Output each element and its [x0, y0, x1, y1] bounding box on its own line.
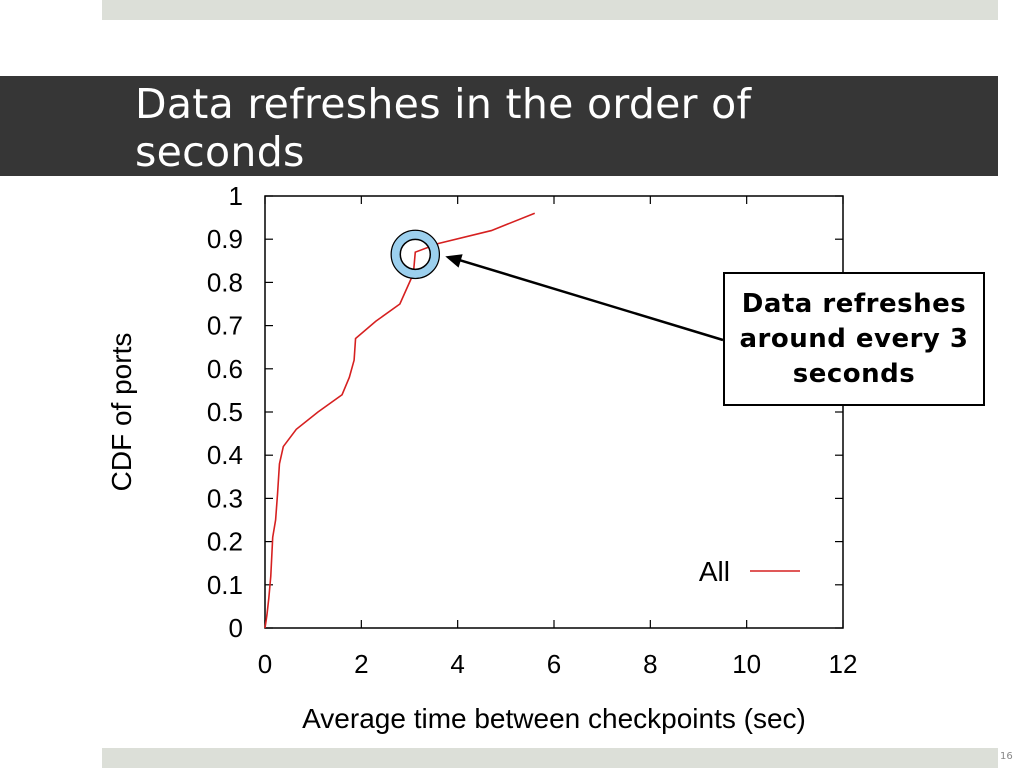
callout-arrow	[454, 257, 724, 342]
x-tick-label: 12	[829, 649, 858, 679]
callout-box: Data refreshes around every 3 seconds	[723, 272, 985, 406]
series-line-all	[264, 212, 536, 629]
y-tick-labels: 0 0.1 0.2 0.3 0.4 0.5 0.6 0.7 0.8 0.9 1	[207, 181, 243, 643]
top-decorative-band	[102, 0, 998, 20]
x-tick-label: 8	[643, 649, 657, 679]
plot-frame	[264, 195, 844, 629]
y-tick-label: 0.2	[207, 527, 243, 557]
highlight-circle-inner	[399, 238, 432, 271]
bottom-decorative-band	[102, 748, 998, 768]
legend-label-all: All	[699, 556, 730, 587]
x-tick-label: 4	[450, 649, 464, 679]
y-tick-label: 0.4	[207, 440, 243, 470]
x-tick-label: 10	[732, 649, 761, 679]
x-tick-label: 2	[354, 649, 368, 679]
x-tick-label: 6	[547, 649, 561, 679]
highlight-circle	[390, 229, 441, 280]
page-number: 16	[1000, 751, 1013, 762]
callout-text: Data refreshes around every 3 seconds	[739, 288, 969, 389]
y-tick-label: 0	[229, 613, 243, 643]
y-tick-label: 0.1	[207, 570, 243, 600]
x-tick-labels: 0 2 4 6 8 10 12	[258, 649, 858, 679]
y-axis-title: CDF of ports	[106, 333, 137, 492]
y-tick-label: 0.8	[207, 267, 243, 297]
slide-title: Data refreshes in the order of seconds	[135, 80, 752, 176]
y-tick-label: 0.5	[207, 397, 243, 427]
x-axis-title: Average time between checkpoints (sec)	[302, 703, 806, 734]
highlight-circle-fill	[391, 230, 439, 278]
y-tick-label: 0.3	[207, 483, 243, 513]
y-tick-label: 0.6	[207, 354, 243, 384]
y-tick-label: 0.7	[207, 311, 243, 341]
title-bar	[0, 76, 998, 176]
y-tick-label: 1	[229, 181, 243, 211]
x-tick-label: 0	[258, 649, 272, 679]
y-tick-label: 0.9	[207, 224, 243, 254]
axis-ticks	[264, 195, 844, 629]
callout-arrowhead	[445, 254, 463, 268]
